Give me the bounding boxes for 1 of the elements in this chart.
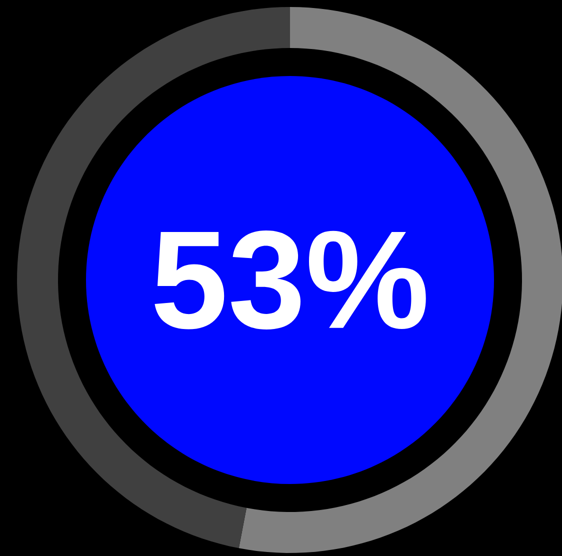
data-label: 53% bbox=[154, 230, 426, 330]
